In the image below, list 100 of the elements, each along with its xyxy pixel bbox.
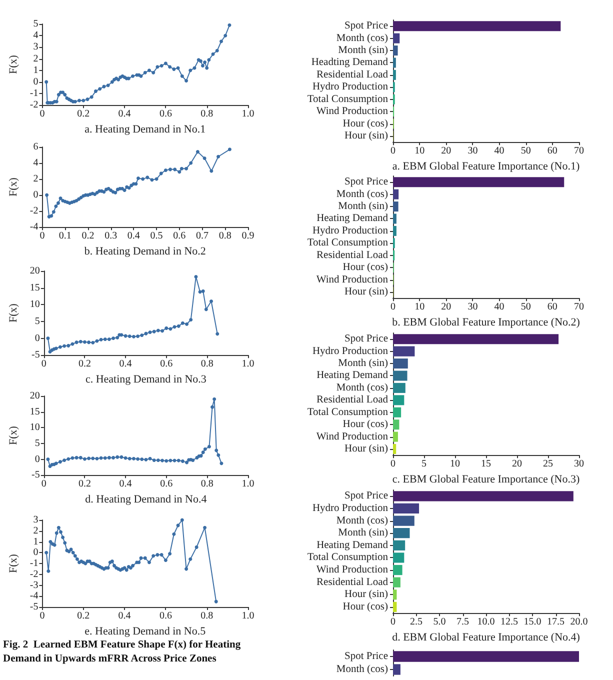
point <box>216 453 220 457</box>
bar <box>393 70 396 80</box>
y-tick-label: Residential Load <box>316 394 389 406</box>
y-tick-label: 0 <box>33 76 38 88</box>
point <box>210 300 214 304</box>
x-tick-label: 15 <box>481 458 491 470</box>
x-tick-label: 10 <box>414 146 425 157</box>
point <box>50 214 54 218</box>
bar <box>393 540 406 550</box>
point <box>214 448 218 452</box>
point <box>82 340 86 344</box>
point <box>103 338 107 342</box>
point <box>216 154 220 158</box>
x-tick-label: 0.4 <box>118 108 131 120</box>
point <box>136 176 140 180</box>
x-tick-label: 0.7 <box>196 230 209 242</box>
x-tick-label: 10 <box>450 458 460 470</box>
point <box>184 166 188 170</box>
point <box>228 148 232 152</box>
y-tick-label: -5 <box>32 470 40 481</box>
y-tick-label: Total Consumption <box>307 406 389 418</box>
point <box>141 177 145 181</box>
point <box>122 188 126 192</box>
y-axis-title: F(x) <box>8 554 20 573</box>
point <box>201 289 205 293</box>
y-tick-label: Wind Production <box>316 106 389 118</box>
y-tick-label: Month (cos) <box>336 664 388 675</box>
bar <box>393 552 404 563</box>
x-tick-label: 0.9 <box>242 230 254 242</box>
point <box>204 308 208 312</box>
y-tick-label: 2 <box>33 174 38 185</box>
x-tick-label: 30 <box>468 146 478 157</box>
y-tick-label: 15 <box>30 282 40 294</box>
point <box>160 329 164 333</box>
point <box>136 457 140 461</box>
point <box>103 456 107 460</box>
y-tick-label: -5 <box>32 350 40 361</box>
x-tick-label: 70 <box>574 302 584 313</box>
y-tick-label: 0 <box>34 332 40 344</box>
y-tick-label: 20 <box>30 390 40 402</box>
y-tick-label: 5 <box>33 18 38 30</box>
y-tick-label: Hydro Production <box>312 82 389 93</box>
point <box>168 458 172 462</box>
y-tick-label: 1 <box>33 536 38 548</box>
point <box>134 182 138 186</box>
bar <box>393 491 574 502</box>
bar <box>393 382 406 393</box>
y-tick-label: Wind Production <box>316 431 389 442</box>
y-tick-label: Residential Load <box>316 69 389 80</box>
point <box>99 338 103 342</box>
x-tick-label: 0.2 <box>78 358 91 370</box>
x-tick-label: 1.0 <box>242 358 254 370</box>
bar <box>393 602 397 612</box>
y-tick-label: Month (sin) <box>338 201 389 212</box>
x-tick-label: 0.3 <box>104 230 118 242</box>
point <box>172 325 176 329</box>
x-tick-label: 0.4 <box>118 610 131 622</box>
bar <box>393 189 399 200</box>
point <box>176 458 180 462</box>
y-tick-label: Total Consumption <box>307 94 389 105</box>
point <box>150 178 154 182</box>
point <box>180 166 184 170</box>
x-tick-label: 0.8 <box>200 358 214 370</box>
bar <box>393 516 414 526</box>
point <box>216 332 220 336</box>
bar <box>393 21 561 32</box>
y-tick-label: Month (cos) <box>336 32 388 44</box>
x-tick-label: 0.2 <box>77 610 90 622</box>
bar <box>393 214 396 224</box>
x-tick-label: 50 <box>520 302 531 313</box>
x-tick-label: 0.8 <box>200 108 214 120</box>
point <box>124 334 128 338</box>
y-tick-label: Spot Price <box>344 651 388 662</box>
point <box>78 340 82 344</box>
y-tick-label: 2 <box>33 525 38 536</box>
point <box>120 455 124 459</box>
x-tick-label: 0.8 <box>200 610 214 622</box>
point <box>148 456 152 460</box>
point <box>201 450 205 454</box>
point <box>212 397 216 401</box>
x-tick-label: 0.6 <box>160 478 173 490</box>
point <box>168 327 172 331</box>
point <box>189 161 193 165</box>
y-tick-label: Month (cos) <box>336 188 388 200</box>
bar <box>393 346 415 356</box>
x-tick-label: 5 <box>422 458 426 470</box>
point <box>46 458 50 462</box>
point <box>164 168 168 172</box>
x-tick-label: 60 <box>547 146 558 157</box>
point <box>160 458 164 462</box>
point <box>78 456 82 460</box>
y-tick-label: Wind Production <box>316 564 389 576</box>
y-tick-label: Month (sin) <box>338 45 389 56</box>
point <box>144 332 148 336</box>
y-tick-label: Month (sin) <box>338 528 389 539</box>
y-tick-label: Heating Demand <box>316 540 389 551</box>
point <box>66 344 70 348</box>
bar <box>393 177 564 188</box>
point <box>62 458 66 462</box>
bar <box>393 503 420 514</box>
